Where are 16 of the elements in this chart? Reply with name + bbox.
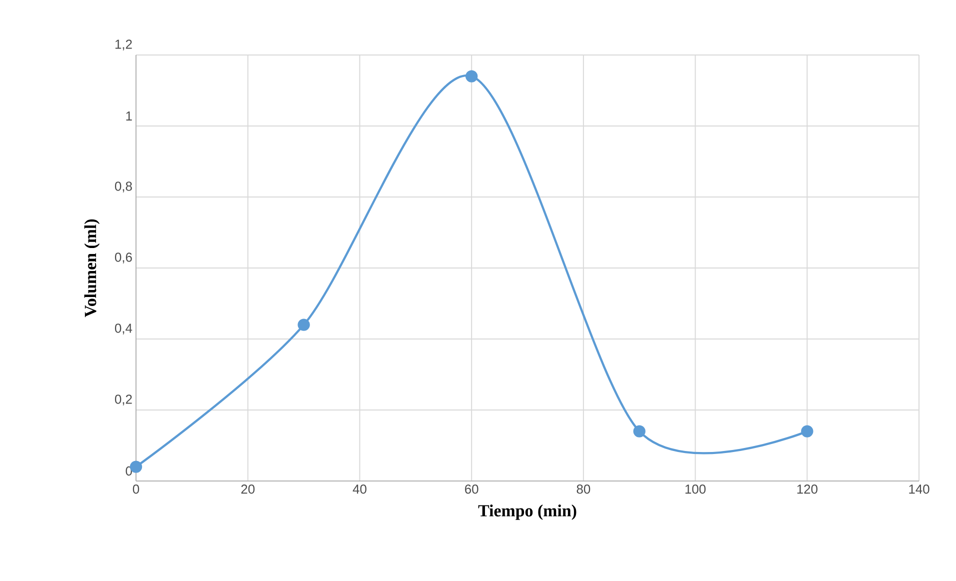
y-tick-label: 1 [126,112,132,120]
y-tick-label: 0,8 [114,182,132,192]
x-tick-label: 40 [352,484,366,494]
y-axis-title: Volumen (ml) [84,219,100,318]
x-tick-label: 20 [241,484,255,494]
x-axis-title: Tiempo (min) [478,504,576,520]
x-tick-label: 120 [797,484,818,494]
x-tick-label: 140 [909,484,930,494]
y-tick-label: 0,4 [114,324,132,334]
y-tick-label: 1,2 [115,40,132,50]
x-tick-label: 60 [465,484,478,494]
y-tick-label: 0,2 [114,394,132,406]
x-tick-label: 100 [685,484,706,494]
x-tick-label: 80 [576,484,590,494]
x-tick-label: 0 [132,484,140,494]
y-tick-label: 0,6 [114,252,132,264]
